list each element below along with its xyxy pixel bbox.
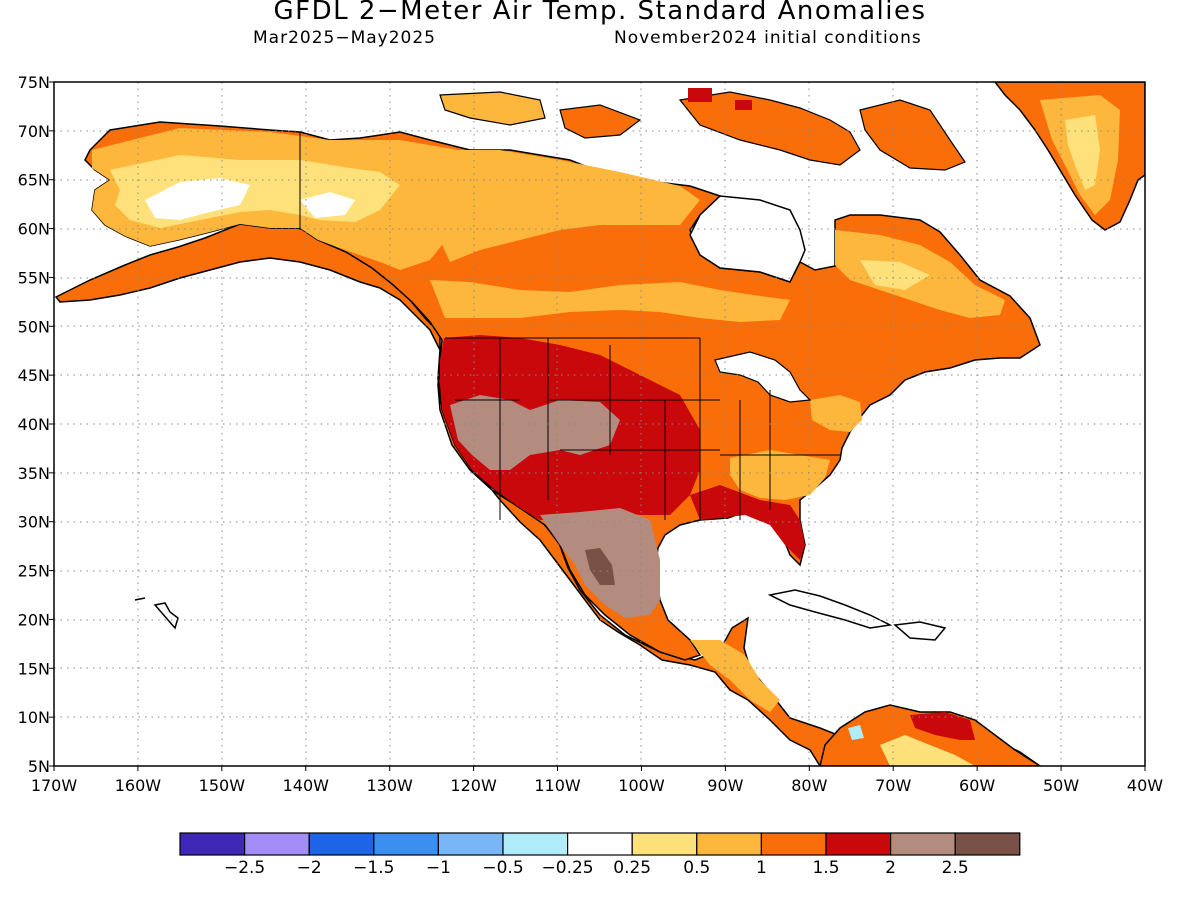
colorbar-swatch [696,832,762,856]
colorbar-swatch [566,832,633,856]
south-america-land [819,704,1042,766]
arctic-island-4 [439,91,546,126]
lat-label: 70N [18,122,50,141]
colorbar-label: −1.5 [353,858,394,878]
lat-label: 10N [18,708,50,727]
colorbar-label: 0.5 [683,858,710,878]
arctic-island-1 [559,104,642,139]
lon-label: 110W [534,776,581,795]
colorbar [179,832,1021,856]
map-title: GFDL 2−Meter Air Temp. Standard Anomalie… [273,0,927,26]
colorbar-swatch [760,832,827,856]
colorbar-swatch [631,832,698,856]
south-america-yellow [880,735,975,766]
colorbar-labels: −2.5 −2 −1.5 −1 −0.5 −0.25 0.25 0.5 1 1.5 2 2.5 [224,858,969,878]
colorbar-label: −1 [426,858,451,878]
lat-label: 65N [18,171,50,190]
usa-south-red [690,485,805,560]
lat-label: 30N [18,513,50,532]
mexico-dark-brown [585,548,615,585]
yukon-neutral-region [300,192,355,218]
lon-label: 120W [450,776,497,795]
lat-label: 40N [18,415,50,434]
colorbar-label: 2 [885,858,896,878]
lat-label: 25N [18,562,50,581]
lat-label: 15N [18,659,50,678]
lon-label: 70W [875,776,911,795]
us-state-borders [299,132,840,520]
lat-label: 45N [18,366,50,385]
lon-label: 80W [791,776,827,795]
initial-conditions: November2024 initial conditions [614,28,922,48]
anomaly-field [54,82,1145,766]
colorbar-swatch [889,832,956,856]
south-america-red [910,712,975,740]
lon-label: 40W [1127,776,1163,795]
alaska-neutral-region [145,178,250,220]
canada-south-yellow [430,280,790,322]
lat-label: 35N [18,464,50,483]
latitude-labels: 75N 70N 65N 60N 55N 50N 45N 40N 35N 30N 25N 20N 15N 1… [18,73,50,776]
quebec-pale [860,260,930,290]
lat-label: 60N [18,220,50,239]
hispaniola-island [893,621,947,641]
great-basin-brown [450,395,620,470]
longitude-labels: 170W 160W 150W 140W 130W 120W 110W 100W 90W 80W 70… [31,776,1163,795]
forecast-period: Mar2025−May2025 [253,28,436,48]
colorbar-swatch [825,832,892,856]
colorbar-swatch [244,832,310,856]
lon-label: 100W [618,776,665,795]
greenland-pale [1065,115,1100,190]
lon-label: 170W [31,776,78,795]
colorbar-label: 2.5 [942,858,969,878]
hudson-bay [689,195,806,283]
colorbar-label: −0.25 [542,858,594,878]
colorbar-label: 0.25 [613,858,651,878]
lat-label: 20N [18,610,50,629]
lat-label: 5N [28,757,50,776]
southeast-yellow [730,450,830,500]
colorbar-label: −2 [297,858,322,878]
colorbar-label: −2.5 [224,858,265,878]
lat-label: 55N [18,268,50,287]
arctic-island-3 [859,99,966,171]
colorbar-swatch [437,832,504,856]
arctic-red-spot [688,88,712,102]
colombia-blue-spot [848,725,864,740]
colorbar-swatch [308,832,375,856]
lat-label: 75N [18,73,50,92]
lon-label: 90W [707,776,743,795]
colorbar-label: 1.5 [812,858,839,878]
colorbar-swatch [179,832,246,856]
northeast-yellow [810,395,862,432]
arctic-red-spot-2 [735,100,752,110]
hawaii-islands [134,597,179,630]
colorbar-swatch [373,832,439,856]
colorbar-swatch [502,832,569,856]
lon-label: 130W [367,776,414,795]
canada-north-yellow [410,150,700,262]
colorbar-label: 1 [756,858,767,878]
central-america-yellow [690,640,780,712]
axis-ticks [49,81,1146,771]
colorbar-label: −0.5 [482,858,523,878]
arctic-island-2 [678,91,861,166]
lon-label: 50W [1043,776,1079,795]
lon-label: 60W [959,776,995,795]
cuba-island [767,589,893,629]
colorbar-swatch [954,832,1021,856]
lon-label: 150W [199,776,246,795]
lat-label: 50N [18,317,50,336]
lon-label: 160W [115,776,162,795]
lon-label: 140W [283,776,330,795]
